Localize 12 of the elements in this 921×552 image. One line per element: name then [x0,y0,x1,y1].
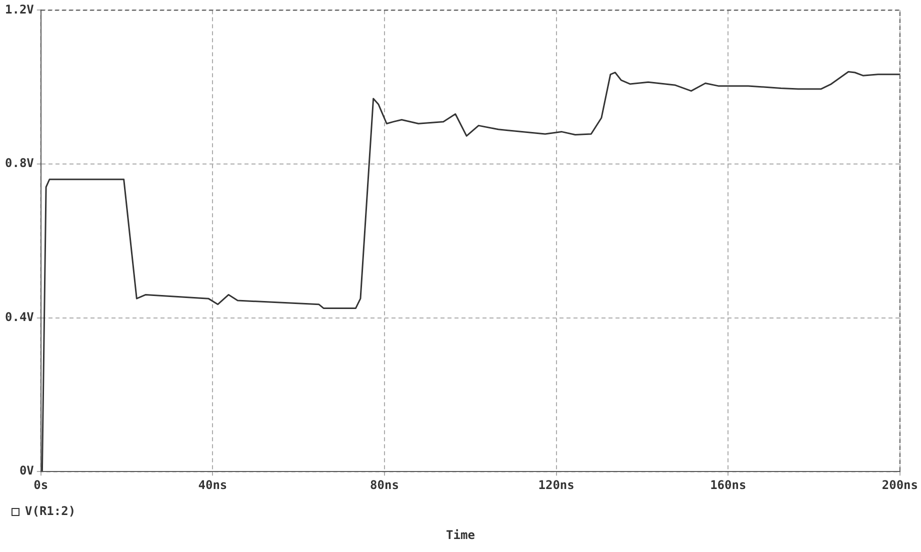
x-tick-label: 200ns [882,478,918,492]
x-tick-label: 40ns [198,478,228,492]
y-tick-label: 1.2V [4,2,34,16]
x-tick-label: 120ns [538,478,574,492]
y-tick-label: 0.4V [4,310,34,324]
x-axis-title: Time [445,528,476,542]
x-tick-label: 80ns [370,478,399,492]
x-tick-label: 0s [34,478,48,492]
x-tick-label: 160ns [710,478,746,492]
y-tick-label: 0V [19,464,34,478]
y-tick-label: 0.8V [4,156,34,170]
legend-label: V(R1:2) [25,504,76,518]
